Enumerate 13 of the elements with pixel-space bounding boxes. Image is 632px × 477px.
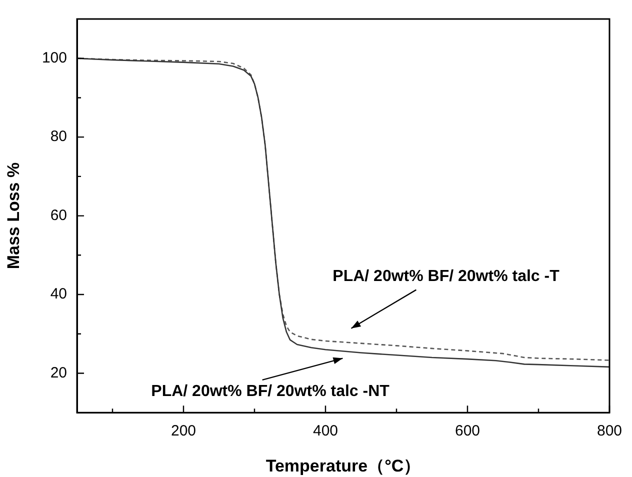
- y-tick-label: 100: [42, 50, 67, 66]
- x-axis-title: Temperature（°C）: [266, 456, 421, 476]
- y-tick-label: 60: [50, 206, 67, 224]
- y-axis-title: Mass Loss %: [4, 162, 23, 270]
- annotation: PLA/ 20wt% BF/ 20wt% talc -NT: [151, 382, 390, 400]
- y-tick-label: 40: [50, 286, 67, 303]
- annotation: PLA/ 20wt% BF/ 20wt% talc -T: [332, 268, 560, 285]
- y-tick-label: 80: [50, 128, 67, 146]
- y-tick-label: 20: [50, 364, 67, 382]
- x-tick-label: 600: [454, 422, 480, 440]
- x-tick-label: 800: [596, 422, 622, 440]
- x-tick-label: 400: [312, 422, 338, 440]
- x-tick-label: 200: [170, 422, 196, 440]
